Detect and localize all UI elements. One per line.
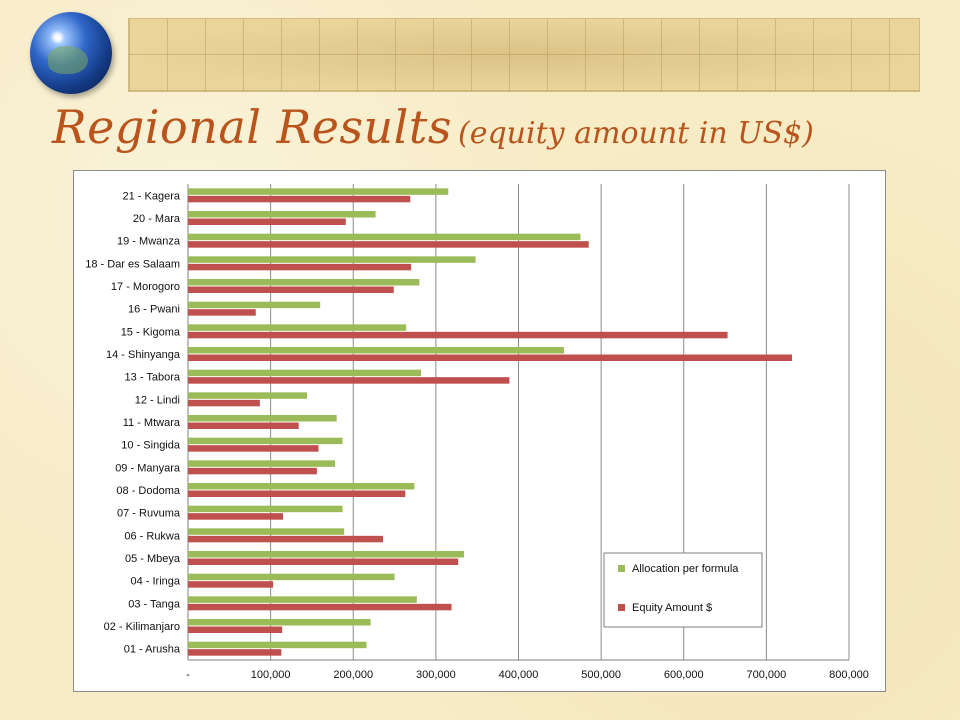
- category-label: 15 - Kigoma: [121, 326, 181, 338]
- bar-equity: [188, 513, 284, 520]
- bar-allocation: [188, 641, 367, 649]
- bar-equity: [188, 490, 406, 497]
- bar-chart: - 100,000 200,000 300,000 400,000 500,000 600,…: [85, 184, 869, 681]
- bar-allocation: [188, 369, 422, 377]
- slide-title-main: Regional Results: [52, 100, 452, 154]
- category-label: 16 - Pwani: [128, 304, 180, 316]
- bar-equity: [188, 399, 260, 407]
- bar-allocation: [188, 596, 417, 603]
- legend-box: [603, 552, 763, 628]
- bar-allocation: [188, 437, 343, 445]
- category-label: 11 - Mtwara: [123, 417, 181, 429]
- category-label: 07 - Ruvuma: [117, 508, 181, 520]
- category-label: 18 - Dar es Salaam: [85, 258, 180, 270]
- bar-equity: [188, 241, 589, 248]
- bar-allocation: [188, 188, 449, 195]
- bar-equity: [188, 331, 728, 339]
- category-label: 14 - Shinyanga: [106, 349, 181, 361]
- bar-equity: [188, 467, 317, 475]
- bar-equity: [188, 445, 319, 452]
- x-tick-label: 500,000: [581, 669, 621, 681]
- category-label: 05 - Mbeya: [125, 553, 181, 565]
- bar-equity: [188, 649, 282, 656]
- x-tick-label: 600,000: [664, 669, 704, 681]
- bar-equity: [188, 377, 510, 384]
- bar-equity: [188, 309, 256, 316]
- bar-equity: [188, 535, 383, 543]
- legend-label: Equity Amount $: [632, 602, 712, 614]
- bar-equity: [188, 195, 411, 203]
- map-banner: [128, 18, 920, 92]
- legend-swatch: [618, 565, 625, 572]
- bar-equity: [188, 286, 394, 293]
- slide-title: Regional Results (equity amount in US$): [52, 100, 814, 154]
- category-label: 03 - Tanga: [128, 598, 181, 610]
- bar-allocation: [188, 619, 371, 626]
- x-tick-label: 800,000: [829, 669, 869, 681]
- bar-equity: [188, 354, 792, 361]
- category-label: 08 - Dodoma: [116, 485, 180, 497]
- globe-icon: [30, 12, 112, 94]
- bar-allocation: [188, 460, 336, 467]
- bar-allocation: [188, 347, 564, 354]
- bar-allocation: [188, 415, 337, 422]
- legend-swatch: [618, 604, 625, 611]
- category-label: 17 - Morogoro: [111, 281, 180, 293]
- category-label: 20 - Mara: [133, 213, 181, 225]
- chart-area: - 100,000 200,000 300,000 400,000 500,000 600,…: [73, 170, 886, 692]
- category-label: 19 - Mwanza: [117, 236, 181, 248]
- bar-allocation: [188, 392, 307, 399]
- bar-allocation: [188, 211, 376, 218]
- x-tick-label: -: [186, 669, 190, 681]
- category-label: 01 - Arusha: [124, 644, 181, 656]
- x-tick-label: 200,000: [333, 669, 373, 681]
- category-label: 09 - Manyara: [115, 462, 181, 474]
- category-label: 21 - Kagera: [123, 190, 181, 202]
- bar-allocation: [188, 279, 420, 286]
- bar-equity: [188, 581, 274, 588]
- category-label: 10 - Singida: [121, 440, 181, 452]
- slide-title-sub: (equity amount in US$): [458, 116, 814, 151]
- bar-equity: [188, 422, 299, 429]
- x-tick-label: 700,000: [746, 669, 786, 681]
- bar-allocation: [188, 324, 407, 331]
- x-tick-label: 400,000: [499, 669, 539, 681]
- category-label: 13 - Tabora: [125, 372, 181, 384]
- bar-allocation: [188, 256, 476, 263]
- bar-allocation: [188, 483, 415, 490]
- x-tick-label: 300,000: [416, 669, 456, 681]
- category-label: 04 - Iringa: [130, 576, 180, 588]
- legend-label: Allocation per formula: [632, 563, 739, 575]
- category-label: 06 - Rukwa: [124, 530, 181, 542]
- bar-equity: [188, 218, 346, 225]
- bar-allocation: [188, 301, 321, 309]
- x-tick-label: 100,000: [251, 669, 291, 681]
- category-label: 02 - Kilimanjaro: [104, 621, 180, 633]
- bar-allocation: [188, 233, 581, 241]
- bar-allocation: [188, 551, 464, 558]
- bar-equity: [188, 263, 412, 271]
- bar-equity: [188, 558, 459, 565]
- bar-equity: [188, 626, 283, 633]
- bar-equity: [188, 603, 452, 611]
- category-label: 12 - Lindi: [135, 394, 180, 406]
- bar-allocation: [188, 528, 345, 535]
- bar-allocation: [188, 505, 343, 513]
- bar-allocation: [188, 573, 395, 581]
